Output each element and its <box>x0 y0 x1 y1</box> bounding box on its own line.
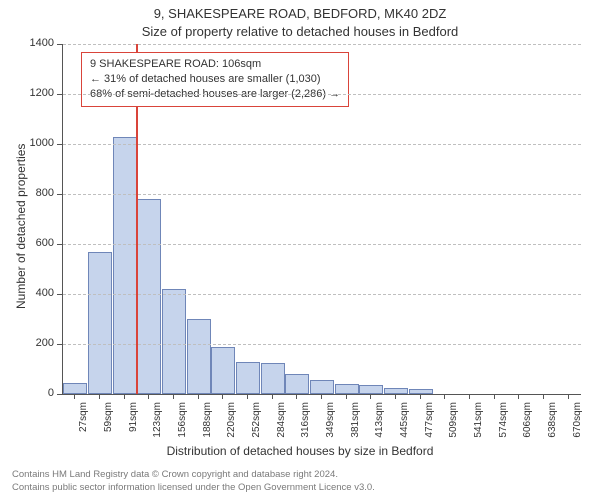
y-tick-label: 800 <box>14 187 54 199</box>
y-tick-mark <box>57 344 62 345</box>
y-tick-mark <box>57 194 62 195</box>
x-tick-label: 509sqm <box>448 402 459 442</box>
grid-line <box>63 44 581 45</box>
histogram-bar <box>261 363 285 394</box>
x-tick-mark <box>543 394 544 399</box>
x-tick-mark <box>272 394 273 399</box>
grid-line <box>63 194 581 195</box>
x-tick-mark <box>370 394 371 399</box>
x-tick-label: 188sqm <box>202 402 213 442</box>
x-tick-mark <box>222 394 223 399</box>
x-tick-label: 638sqm <box>547 402 558 442</box>
grid-line <box>63 344 581 345</box>
property-callout: 9 SHAKESPEARE ROAD: 106sqm ← 31% of deta… <box>81 52 349 107</box>
histogram-bar <box>285 374 309 394</box>
y-tick-label: 1200 <box>14 87 54 99</box>
histogram-bar <box>236 362 260 395</box>
x-tick-label: 606sqm <box>522 402 533 442</box>
callout-line-2: ← 31% of detached houses are smaller (1,… <box>90 72 340 87</box>
histogram-bar <box>63 383 87 394</box>
x-tick-label: 316sqm <box>300 402 311 442</box>
footer-line-2: Contains public sector information licen… <box>12 482 375 494</box>
x-tick-mark <box>420 394 421 399</box>
y-tick-mark <box>57 394 62 395</box>
x-tick-label: 349sqm <box>325 402 336 442</box>
histogram-bar <box>113 137 137 395</box>
x-tick-label: 156sqm <box>177 402 188 442</box>
histogram-bar <box>409 389 433 394</box>
x-tick-mark <box>148 394 149 399</box>
x-tick-mark <box>198 394 199 399</box>
histogram-bar <box>359 385 383 394</box>
x-tick-label: 91sqm <box>128 402 139 442</box>
histogram-bar <box>137 199 161 394</box>
grid-line <box>63 144 581 145</box>
histogram-bar <box>88 252 112 395</box>
grid-line <box>63 94 581 95</box>
y-tick-label: 200 <box>14 337 54 349</box>
x-tick-mark <box>395 394 396 399</box>
x-tick-label: 541sqm <box>473 402 484 442</box>
x-tick-mark <box>469 394 470 399</box>
x-tick-label: 220sqm <box>226 402 237 442</box>
grid-line <box>63 294 581 295</box>
y-tick-label: 1400 <box>14 37 54 49</box>
histogram-bar <box>187 319 211 394</box>
chart-container: 9, SHAKESPEARE ROAD, BEDFORD, MK40 2DZ S… <box>0 0 600 500</box>
y-tick-label: 0 <box>14 387 54 399</box>
x-tick-mark <box>568 394 569 399</box>
x-tick-label: 27sqm <box>78 402 89 442</box>
x-tick-label: 574sqm <box>498 402 509 442</box>
x-tick-label: 284sqm <box>276 402 287 442</box>
x-axis-label: Distribution of detached houses by size … <box>0 444 600 458</box>
y-tick-mark <box>57 144 62 145</box>
y-tick-label: 400 <box>14 287 54 299</box>
x-tick-mark <box>74 394 75 399</box>
x-tick-mark <box>173 394 174 399</box>
footer-line-1: Contains HM Land Registry data © Crown c… <box>12 469 375 481</box>
x-tick-label: 123sqm <box>152 402 163 442</box>
x-tick-mark <box>124 394 125 399</box>
grid-line <box>63 244 581 245</box>
x-tick-mark <box>99 394 100 399</box>
y-tick-label: 1000 <box>14 137 54 149</box>
x-tick-label: 381sqm <box>350 402 361 442</box>
x-tick-label: 477sqm <box>424 402 435 442</box>
y-axis-label: Number of detached properties <box>14 144 28 309</box>
x-tick-mark <box>247 394 248 399</box>
histogram-bar <box>211 347 235 395</box>
histogram-bar <box>310 380 334 394</box>
chart-title-address: 9, SHAKESPEARE ROAD, BEDFORD, MK40 2DZ <box>0 6 600 21</box>
x-tick-mark <box>494 394 495 399</box>
plot-area: 9 SHAKESPEARE ROAD: 106sqm ← 31% of deta… <box>62 44 581 395</box>
footer-attribution: Contains HM Land Registry data © Crown c… <box>12 469 375 494</box>
x-tick-mark <box>321 394 322 399</box>
x-tick-mark <box>296 394 297 399</box>
y-tick-label: 600 <box>14 237 54 249</box>
chart-title-subtitle: Size of property relative to detached ho… <box>0 24 600 39</box>
x-tick-label: 445sqm <box>399 402 410 442</box>
y-tick-mark <box>57 44 62 45</box>
callout-line-1: 9 SHAKESPEARE ROAD: 106sqm <box>90 57 340 72</box>
x-tick-mark <box>518 394 519 399</box>
y-tick-mark <box>57 294 62 295</box>
y-tick-mark <box>57 94 62 95</box>
histogram-bar <box>335 384 359 394</box>
histogram-bar <box>162 289 186 394</box>
x-tick-mark <box>444 394 445 399</box>
x-tick-mark <box>346 394 347 399</box>
y-tick-mark <box>57 244 62 245</box>
x-tick-label: 670sqm <box>572 402 583 442</box>
x-tick-label: 413sqm <box>374 402 385 442</box>
x-tick-label: 252sqm <box>251 402 262 442</box>
x-tick-label: 59sqm <box>103 402 114 442</box>
